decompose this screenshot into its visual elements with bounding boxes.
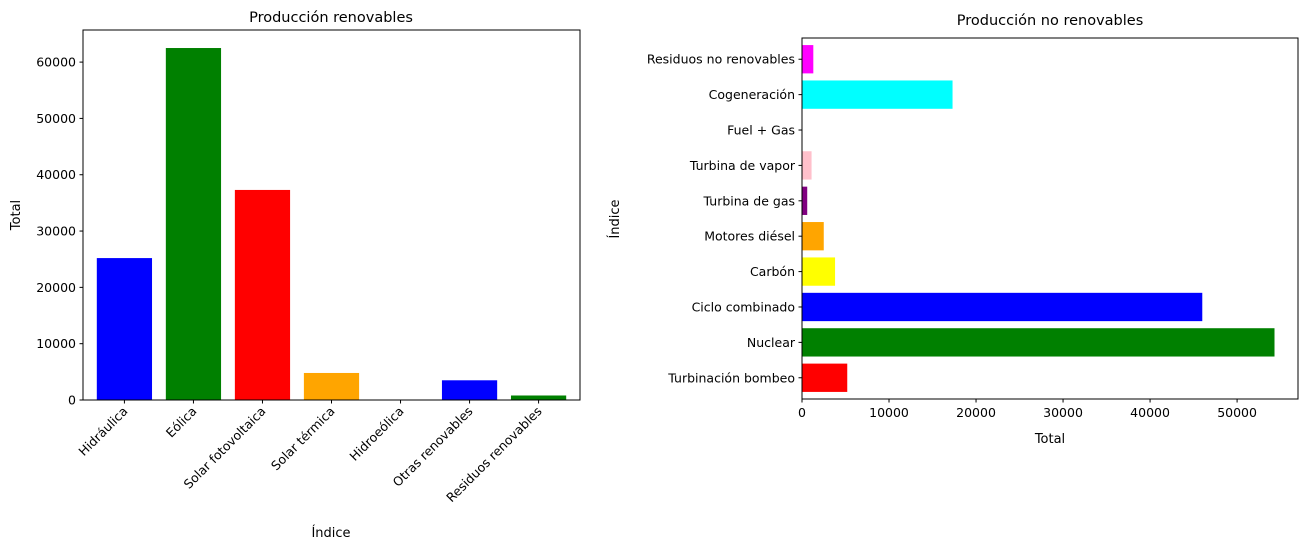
- y-tick-label: 10000: [36, 336, 76, 351]
- y-tick-label-carbon: Carbón: [750, 264, 795, 279]
- bar-nuclear: [802, 328, 1275, 357]
- bar-carbon: [802, 257, 836, 286]
- y-tick-label-turbina-de-gas: Turbina de gas: [703, 193, 795, 208]
- bar-ciclo-combinado: [802, 292, 1203, 322]
- y-axis-label-no-renovables: Índice: [607, 199, 623, 238]
- y-tick-label: 20000: [36, 280, 76, 295]
- y-tick-label: 50000: [36, 111, 76, 126]
- bar-turbina-de-vapor: [802, 151, 812, 180]
- x-axis-label-no-renovables: Total: [1034, 432, 1065, 447]
- x-ticks-no-renovables: 0 10000 20000 30000 40000 50000: [798, 399, 1257, 420]
- chart-title-renovables: Producción renovables: [249, 10, 413, 26]
- axes-frame-no-renovables: [801, 37, 1299, 400]
- y-tick-label: 40000: [36, 167, 76, 182]
- y-tick-label-turbina-de-vapor: Turbina de vapor: [689, 158, 796, 173]
- y-axis-label-renovables: Total: [9, 200, 24, 231]
- bar-otras-renovables: [441, 380, 498, 400]
- bars-renovables: [96, 48, 567, 401]
- y-tick-label-turbinacion-bombeo: Turbinación bombeo: [667, 370, 795, 385]
- bar-residuos-no-renovables: [802, 45, 814, 74]
- chart-no-renovables: Producción no renovables Índice Total Tu…: [607, 13, 1299, 447]
- chart-renovables: Producción renovables Total Índice 0 1000…: [9, 10, 581, 541]
- x-tick-label-hidraulica: Hidráulica: [75, 404, 130, 459]
- x-tick-label: 30000: [1043, 405, 1083, 420]
- bar-eolica: [165, 48, 222, 401]
- bar-turbina-de-gas: [802, 186, 808, 215]
- y-tick-label-nuclear: Nuclear: [747, 335, 796, 350]
- x-tick-label: 20000: [956, 405, 996, 420]
- y-tick-label-ciclo-combinado: Ciclo combinado: [692, 299, 795, 314]
- x-tick-label-hidroeolica: Hidroeólica: [346, 404, 406, 464]
- bar-solar-termica: [303, 372, 360, 400]
- axes-frame-renovables: [82, 29, 581, 401]
- y-tick-label-residuos-no-renovables: Residuos no renovables: [647, 52, 795, 67]
- bar-hidraulica: [96, 258, 153, 400]
- bar-cogeneracion: [802, 80, 953, 109]
- x-tick-label-eolica: Eólica: [163, 404, 200, 441]
- chart-title-no-renovables: Producción no renovables: [957, 13, 1144, 29]
- x-tick-label-solar-termica: Solar térmica: [268, 404, 338, 474]
- x-tick-label: 50000: [1217, 405, 1257, 420]
- y-ticks-renovables: 0 10000 20000 30000 40000 50000 60000: [36, 55, 83, 408]
- bar-solar-fotovoltaica: [234, 189, 291, 400]
- y-tick-label-fuel-gas: Fuel + Gas: [727, 123, 795, 138]
- bars-no-renovables: [802, 45, 1275, 392]
- x-tick-label: 40000: [1130, 405, 1170, 420]
- x-axis-label-renovables: Índice: [311, 525, 350, 541]
- y-tick-label-motores-diesel: Motores diésel: [704, 229, 795, 244]
- x-tick-label: 0: [798, 405, 806, 420]
- y-tick-label: 30000: [36, 224, 76, 239]
- y-tick-label: 60000: [36, 55, 76, 70]
- y-tick-label-cogeneracion: Cogeneración: [709, 87, 795, 102]
- x-tick-label: 10000: [869, 405, 909, 420]
- bar-motores-diesel: [802, 222, 824, 251]
- bar-turbinacion-bombeo: [802, 363, 848, 392]
- bar-residuos-renovables: [510, 395, 567, 400]
- y-tick-label: 0: [68, 393, 76, 408]
- y-ticks-no-renovables: Turbinación bombeo Nuclear Ciclo combinado…: [647, 52, 802, 385]
